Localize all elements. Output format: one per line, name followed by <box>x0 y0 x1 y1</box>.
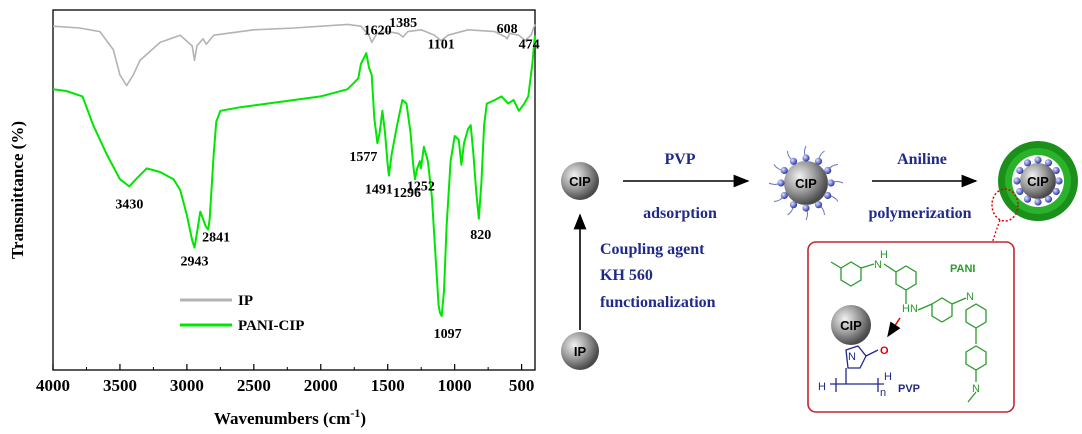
legend-label-ip: IP <box>238 293 253 309</box>
pani-pvp-inset: PANI H N HN N N CIP O N H H n PVP <box>807 241 1015 413</box>
series-line-ip <box>52 23 536 87</box>
legend-label-pani-cip: PANI-CIP <box>238 318 304 334</box>
pani-inset-label: PANI <box>950 263 975 275</box>
pvp-n-label: N <box>848 351 856 363</box>
pvp-n-subscript: n <box>880 387 886 399</box>
pvp-ball <box>1055 177 1063 185</box>
kh560-label: KH 560 <box>600 267 653 284</box>
peak-label: 820 <box>470 228 491 243</box>
x-tick-label: 500 <box>509 376 535 395</box>
pvp-ball <box>789 157 798 165</box>
x-axis-ticks: 4000 3500 3000 2500 2000 1500 1000 500 <box>36 364 534 395</box>
peak-label: 1491 <box>365 183 393 198</box>
ip-sphere: IP <box>561 332 599 370</box>
pvp-ball <box>1034 156 1042 164</box>
step-adsorption-label: adsorption <box>643 205 717 222</box>
imine-n-label: N <box>966 291 974 303</box>
series-layer <box>52 23 536 317</box>
pvp-ball <box>780 166 788 175</box>
peak-label: 1296 <box>393 186 421 201</box>
legend: IP PANI-CIP <box>180 293 304 334</box>
nh-label: H <box>880 249 888 261</box>
cip-sphere-label: CIP <box>569 174 591 189</box>
pani-coated-cip-sphere: CIP <box>998 141 1078 221</box>
pvp-ball <box>777 179 785 187</box>
peak-label: 2841 <box>202 231 230 246</box>
x-tick-label: 2000 <box>304 376 338 395</box>
ftir-chart: 4000 3500 3000 2500 2000 1500 1000 500 3430 2943… <box>8 9 540 428</box>
peak-label: 1577 <box>349 150 377 165</box>
peak-label: 474 <box>519 38 540 53</box>
x-tick-label: 1000 <box>438 376 472 395</box>
x-tick-label: 4000 <box>36 376 70 395</box>
coupling-agent-label: Coupling agent <box>600 241 705 258</box>
pvp-ball <box>827 179 835 187</box>
oxygen-label: O <box>880 345 889 357</box>
x-tick-label: 3000 <box>170 376 204 395</box>
pvp-inset-label: PVP <box>898 383 920 395</box>
pvp-ball <box>814 201 823 209</box>
pvp-ball <box>780 191 788 200</box>
pvp-coated-cip-sphere: CIP <box>768 145 844 221</box>
pvp-ball <box>1044 159 1053 167</box>
peak-label: 1385 <box>389 16 417 31</box>
ip-sphere-label: IP <box>574 344 587 359</box>
x-tick-label: 2500 <box>237 376 271 395</box>
pvp-ball <box>1016 166 1024 175</box>
plot-frame <box>52 9 536 371</box>
pvp-h-left: H <box>818 381 826 393</box>
pvp-ball <box>824 191 832 200</box>
hn-label: HN <box>902 303 918 315</box>
pvp-ball <box>1023 159 1032 167</box>
peak-label: 608 <box>497 22 518 37</box>
pvp-ball <box>1044 195 1053 203</box>
pvp-ball <box>789 201 798 209</box>
pvp-ball <box>1052 187 1060 196</box>
step-polymerization-label: polymerization <box>868 205 971 222</box>
peak-label: 1097 <box>434 327 462 342</box>
pvp-ball <box>802 154 810 162</box>
series-line-pani-cip <box>52 35 536 317</box>
x-tick-label: 1500 <box>371 376 405 395</box>
pvp-ball <box>1023 195 1032 203</box>
inset-cip-label: CIP <box>840 318 862 333</box>
peak-label: 3430 <box>115 197 143 212</box>
functionalization-label: functionalization <box>600 294 716 311</box>
peak-label: 1252 <box>407 179 435 194</box>
step-aniline-label: Aniline <box>897 151 947 168</box>
pvp-sphere-label: CIP <box>795 176 817 191</box>
pani-sphere-label: CIP <box>1027 174 1049 189</box>
peak-label: 1620 <box>364 23 392 38</box>
pvp-ball <box>802 204 810 212</box>
pvp-ball <box>824 166 832 175</box>
imine-n2-label: N <box>972 383 980 395</box>
peak-label: 1101 <box>428 38 455 53</box>
x-tick-label: 3500 <box>103 376 137 395</box>
pvp-ball <box>1034 198 1042 206</box>
y-axis-title: Transmittance (%) <box>8 121 27 259</box>
pvp-ball <box>1016 187 1024 196</box>
x-axis-title: Wavenumbers (cm-1) <box>214 406 366 428</box>
zoom-ellipse <box>991 188 1019 222</box>
pvp-ball <box>1013 177 1021 185</box>
pvp-ball <box>814 157 823 165</box>
peak-label: 2943 <box>181 255 209 270</box>
pvp-ball <box>1052 166 1060 175</box>
n-label: N <box>874 259 882 271</box>
cip-sphere: CIP <box>561 162 599 200</box>
step-pvp-label: PVP <box>664 151 695 168</box>
pvp-h-right: H <box>884 371 892 383</box>
